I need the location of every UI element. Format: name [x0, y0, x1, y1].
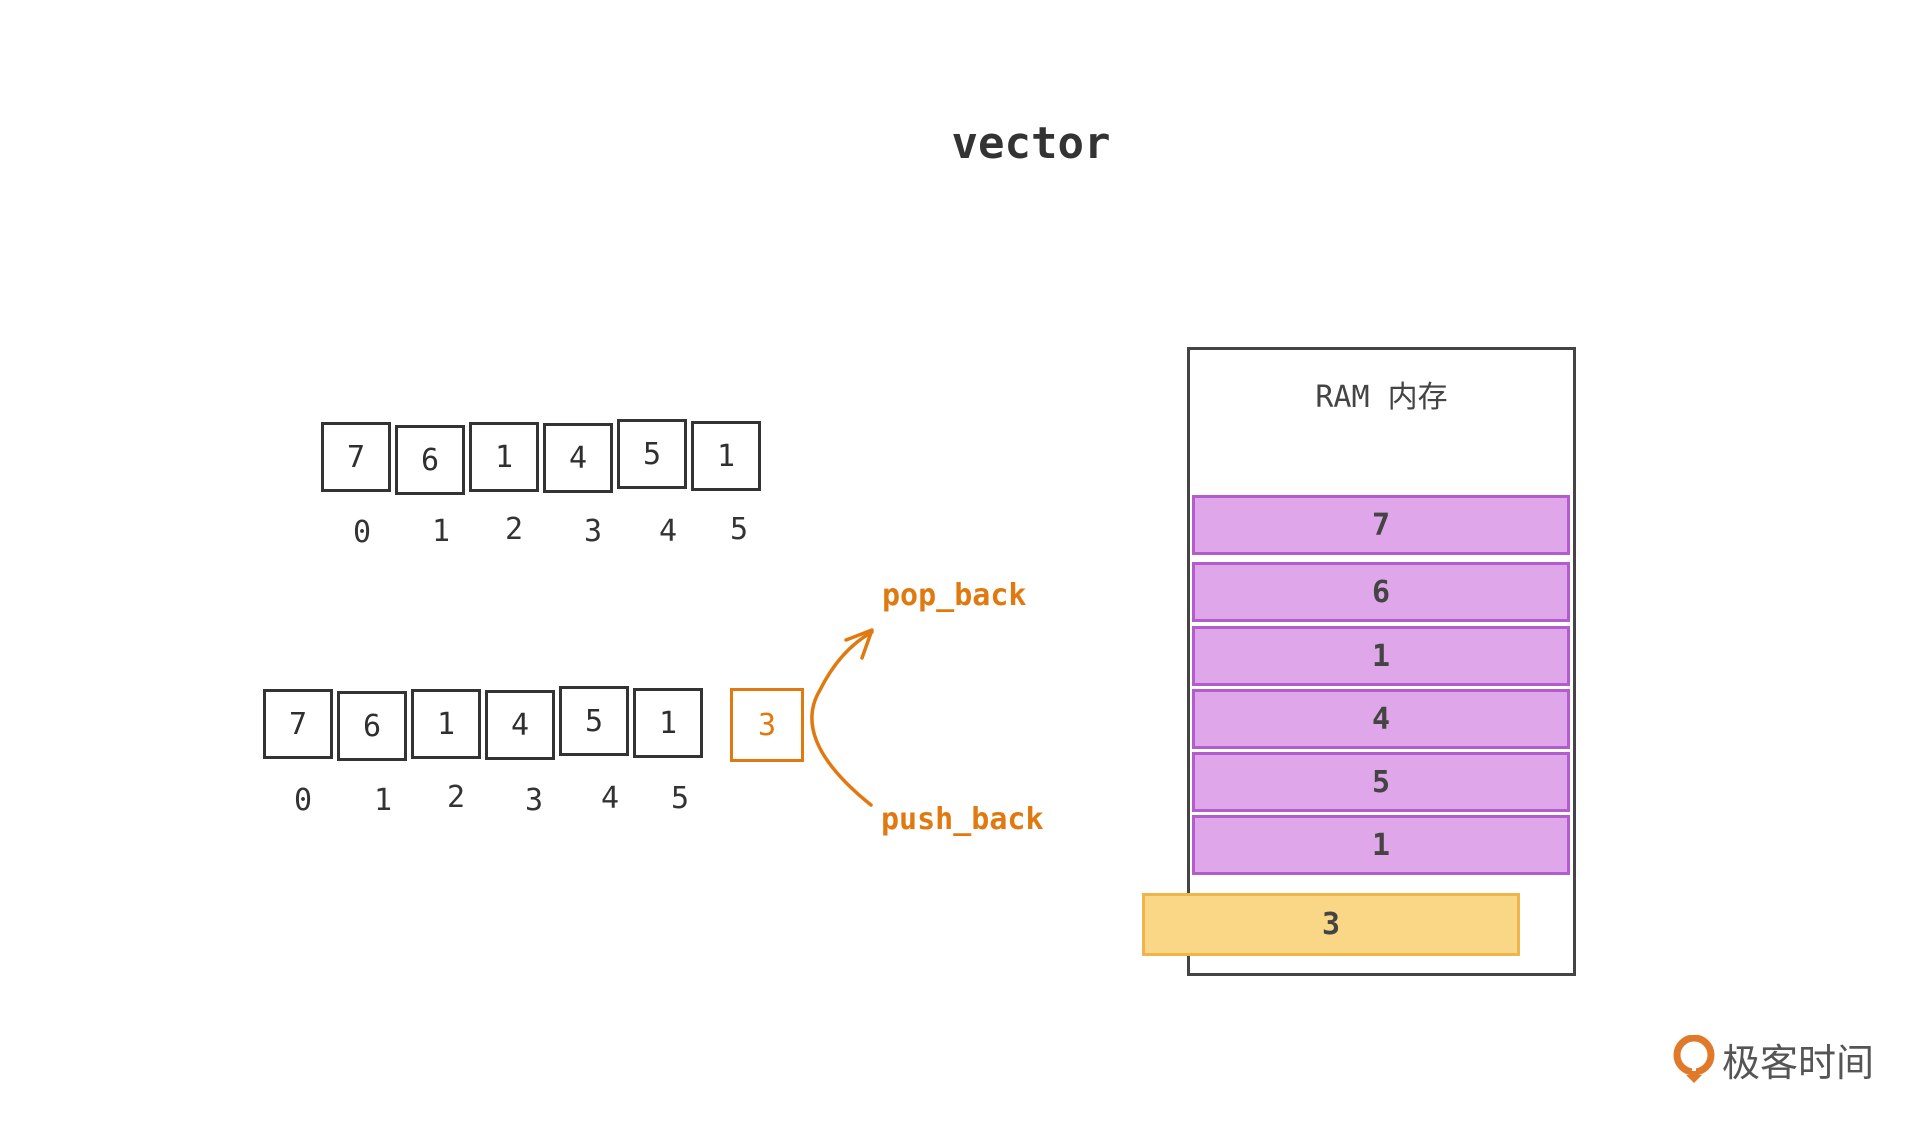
push-back-label: push_back [881, 802, 1044, 837]
array-cell: 5 [559, 686, 629, 756]
memory-slot: 5 [1192, 752, 1570, 812]
array-index: 1 [431, 514, 451, 549]
memory-slot: 1 [1192, 815, 1570, 875]
array-index: 4 [600, 781, 620, 816]
array-index: 0 [352, 515, 372, 550]
array-index: 1 [373, 783, 393, 818]
array-cell: 1 [469, 422, 539, 492]
ram-label: RAM 内存 [1315, 380, 1448, 415]
array-cell: 1 [691, 421, 761, 491]
array-index: 3 [524, 783, 544, 818]
array-index: 4 [658, 514, 678, 549]
array-cell: 4 [543, 423, 613, 493]
array-cell: 7 [321, 422, 391, 492]
array-index: 2 [446, 780, 466, 815]
memory-slot: 6 [1192, 562, 1570, 622]
array-index: 5 [670, 781, 690, 816]
array-cell: 7 [263, 689, 333, 759]
new-memory-slot: 3 [1142, 893, 1520, 956]
memory-slot: 4 [1192, 689, 1570, 749]
array-cell: 1 [411, 689, 481, 759]
ram-box [1187, 347, 1576, 976]
array-cell: 5 [617, 419, 687, 489]
array-index: 0 [293, 783, 313, 818]
array-index: 3 [583, 514, 603, 549]
array-index: 5 [729, 512, 749, 547]
array-cell: 4 [485, 690, 555, 760]
array-index: 2 [504, 512, 524, 547]
logo-text: 极客时间 [1722, 1041, 1875, 1085]
logo: 极客时间 [1672, 1032, 1874, 1087]
diagram-title: vector [951, 118, 1111, 169]
array-cell: 6 [395, 425, 465, 495]
memory-slot: 1 [1192, 626, 1570, 686]
array-cell: 6 [337, 691, 407, 761]
logo-icon [1673, 1034, 1715, 1083]
memory-slot: 7 [1192, 495, 1570, 555]
array-cell: 1 [633, 688, 703, 758]
new-array-cell: 3 [730, 688, 804, 762]
pop-back-label: pop_back [882, 578, 1027, 613]
